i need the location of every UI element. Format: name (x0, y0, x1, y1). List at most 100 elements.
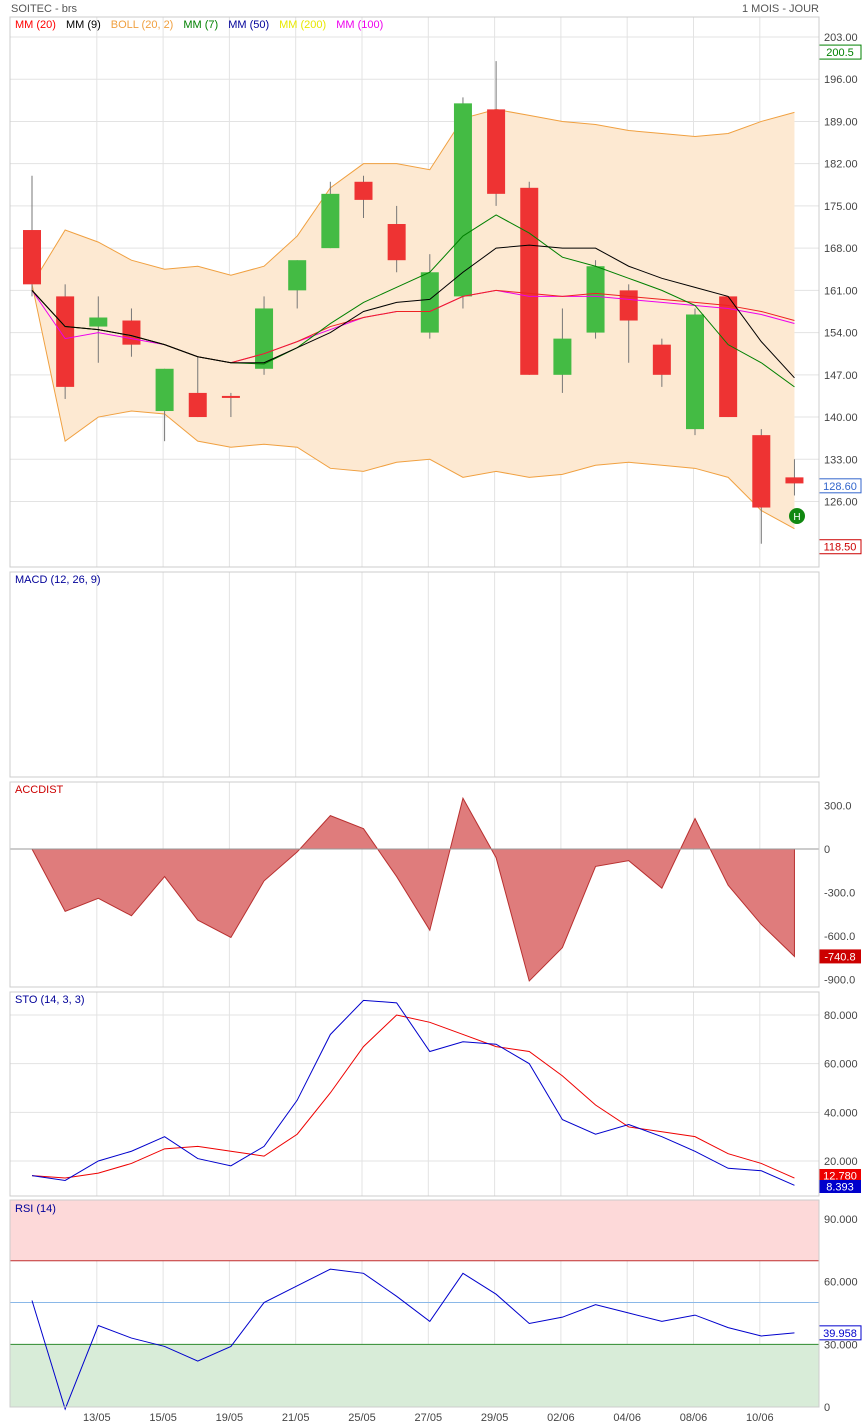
legend-entry[interactable]: BOLL (20, 2) (110, 19, 174, 31)
candle-up (586, 266, 605, 333)
candle-up (155, 368, 174, 412)
candle-up (288, 260, 307, 291)
legend-entry[interactable]: MM (50) (228, 19, 270, 31)
candle-down (652, 344, 671, 375)
sto-tick-label: 40.000 (824, 1107, 858, 1119)
rsi-panel-frame (9, 1199, 820, 1408)
rsi-last-tag-text: 39.958 (823, 1328, 857, 1340)
candle-down (56, 296, 75, 387)
ma9-line (31, 244, 795, 379)
candle-down (221, 395, 240, 398)
instrument-title: SOITEC - brs (11, 3, 78, 15)
legend-entry[interactable]: MM (7) (183, 19, 219, 31)
sto-tick-label: 20.000 (824, 1156, 858, 1168)
candle-up (453, 103, 472, 297)
candle-down (487, 109, 506, 194)
price-tick-label: 189.00 (824, 116, 858, 128)
macd-panel-title: MACD (12, 26, 9) (15, 574, 101, 586)
legend-entry[interactable]: MM (9) (65, 19, 101, 31)
rsi-overbought-zone (10, 1200, 819, 1261)
rsi-oversold-zone (10, 1344, 819, 1407)
candle-down (188, 392, 207, 418)
x-tick-label: 08/06 (680, 1412, 708, 1424)
rsi-line (31, 1268, 795, 1411)
sto-panel-title: STO (14, 3, 3) (15, 994, 85, 1006)
candle-down (520, 187, 539, 375)
candle-down (354, 181, 373, 200)
price-tick-label: 133.00 (824, 454, 858, 466)
rsi-tick-label: 0 (824, 1402, 830, 1414)
x-tick-label: 15/05 (149, 1412, 177, 1424)
x-tick-label: 10/06 (746, 1412, 774, 1424)
price-tick-label: 140.00 (824, 412, 858, 424)
accdist-tick-label: -300.0 (824, 888, 855, 900)
candle-up (89, 317, 108, 327)
candle-down (23, 230, 41, 285)
sto-tick-label: 80.000 (824, 1010, 858, 1022)
accdist-panel-title: ACCDIST (15, 784, 64, 796)
candle-down (122, 320, 141, 345)
candle-up (321, 193, 340, 249)
legend-entry[interactable]: MM (20) (15, 19, 56, 31)
x-tick-label: 25/05 (348, 1412, 376, 1424)
accdist-panel-frame (9, 781, 820, 988)
candle-down (752, 435, 771, 508)
price-axis-tag-text: 200.5 (826, 47, 854, 59)
sto-k-tag-text: 8.393 (826, 1182, 854, 1194)
rsi-tick-label: 60.000 (824, 1277, 858, 1289)
x-tick-label: 04/06 (613, 1412, 641, 1424)
candle-down (719, 296, 738, 418)
candle-up (420, 272, 439, 333)
macd-panel-frame (9, 571, 820, 778)
h-marker (789, 508, 805, 524)
accdist-tick-label: -900.0 (824, 975, 855, 987)
bollinger-band-area (32, 109, 795, 529)
sto-signal-line (31, 1014, 795, 1179)
accdist-last-tag-text: -740.8 (824, 951, 855, 963)
candle-up (686, 314, 704, 430)
rsi-tick-label: 90.000 (824, 1214, 858, 1226)
price-panel-frame (9, 16, 820, 568)
indicator-legend: MM (20) MM (9) BOLL (20, 2) MM (7) MM (50) MM… (15, 19, 393, 31)
x-tick-label: 21/05 (282, 1412, 310, 1424)
candle-down (619, 290, 638, 321)
sto-k-line (31, 999, 795, 1186)
price-tick-label: 154.00 (824, 328, 858, 340)
price-axis-tag-text: 118.50 (824, 542, 857, 554)
candle-down (387, 224, 406, 261)
sto-k-tag (819, 1180, 861, 1193)
rsi-tick-label: 30.000 (824, 1339, 858, 1351)
price-tick-label: 175.00 (824, 201, 858, 213)
price-tick-label: 182.00 (824, 159, 858, 171)
accdist-tick-label: 300.0 (824, 801, 852, 813)
accdist-tick-label: -600.0 (824, 931, 855, 943)
price-axis-tag-text: 128.60 (823, 481, 857, 493)
accdist-area (31, 796, 795, 982)
bollinger-upper-line (31, 108, 795, 285)
candle-up (553, 338, 572, 375)
sto-signal-tag (819, 1169, 861, 1182)
price-tick-label: 203.00 (824, 32, 858, 44)
x-tick-label: 27/05 (415, 1412, 443, 1424)
sto-panel-frame (9, 991, 820, 1197)
candle-up (255, 308, 274, 369)
bollinger-lower-line (31, 284, 795, 530)
x-tick-label: 13/05 (83, 1412, 111, 1424)
legend-entry[interactable]: MM (100) (336, 19, 384, 31)
price-tick-label: 168.00 (824, 243, 858, 255)
x-tick-label: 19/05 (216, 1412, 244, 1424)
x-tick-label: 02/06 (547, 1412, 575, 1424)
period-label[interactable]: 1 MOIS - JOUR (741, 3, 819, 15)
rsi-panel-title: RSI (14) (15, 1203, 56, 1215)
sto-signal-tag-text: 12.780 (823, 1171, 857, 1183)
price-tick-label: 196.00 (824, 74, 858, 86)
accdist-last-tag (819, 949, 861, 964)
x-tick-label: 29/05 (481, 1412, 509, 1424)
price-tick-label: 126.00 (824, 497, 858, 509)
sto-tick-label: 60.000 (824, 1059, 858, 1071)
price-tick-label: 147.00 (824, 370, 858, 382)
accdist-tick-label: 0 (824, 844, 830, 856)
price-tick-label: 161.00 (824, 285, 858, 297)
legend-entry[interactable]: MM (200) (279, 19, 327, 31)
